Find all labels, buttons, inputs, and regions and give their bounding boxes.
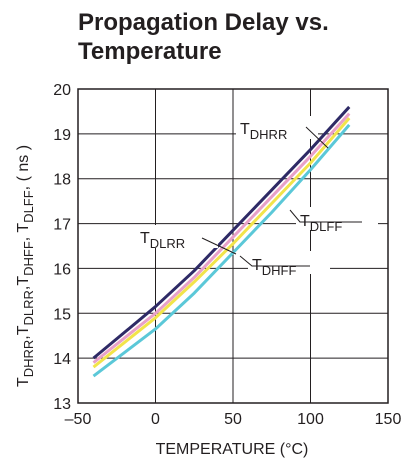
x-axis-label: TEMPERATURE (°C) (156, 441, 309, 458)
y-tick-label-3: 16 (53, 261, 71, 278)
annotation-leader-tdlrr (201, 237, 237, 255)
annotation-bg-tdlrr (136, 225, 218, 248)
series-layer (92, 105, 351, 378)
annotation-bg-tdlff (296, 207, 378, 230)
annotation-tdhrr: TDHRR (240, 121, 287, 142)
annotation-tdhff: TDHFF (252, 257, 296, 278)
y-tick-label-5: 18 (53, 172, 71, 189)
annotation-leader-tdlff (289, 209, 362, 223)
y-tick-label-7: 20 (53, 82, 71, 99)
series-line-tdlff (92, 117, 351, 369)
plot-frame (77, 88, 389, 404)
axes-layer (77, 88, 389, 404)
chart-title-line-2: Temperature (78, 38, 222, 65)
x-tick-label-3: 100 (297, 411, 324, 428)
chart-title: Propagation Delay vs. Temperature (78, 8, 398, 66)
annotation-tdlff: TDLFF (300, 213, 342, 234)
x-tick-label-1: 0 (151, 411, 160, 428)
annotation-leader-tdhff (239, 255, 310, 267)
annotation-bg-tdhff (248, 251, 330, 274)
y-tick-label-0: 13 (53, 396, 71, 413)
y-tick-label-1: 14 (53, 351, 71, 368)
series-line-tdhrr (92, 105, 351, 360)
series-line-tdlrr (92, 112, 351, 364)
y-axis-label: TDHRR,TDLRR,TDHFF, TDLFF, ( ns ) (15, 145, 36, 387)
tick-labels: –50 0 50 100 150 13 14 15 16 17 18 19 20 (53, 82, 401, 428)
y-tick-label-2: 15 (53, 306, 71, 323)
annotation-tdlrr: TDLRR (140, 230, 185, 251)
y-tick-label-6: 19 (53, 127, 71, 144)
chart-title-line-1: Propagation Delay vs. (78, 9, 329, 36)
x-tick-label-0: –50 (65, 411, 92, 428)
annotations: TDHRR TDLRR TDLFF TDHFF (136, 116, 378, 278)
annotation-leader-tdhrr (305, 126, 329, 149)
annotation-bg-tdhrr (236, 116, 318, 139)
x-tick-label-4: 150 (375, 411, 402, 428)
y-tick-label-4: 17 (53, 217, 71, 234)
x-tick-label-2: 50 (224, 411, 242, 428)
